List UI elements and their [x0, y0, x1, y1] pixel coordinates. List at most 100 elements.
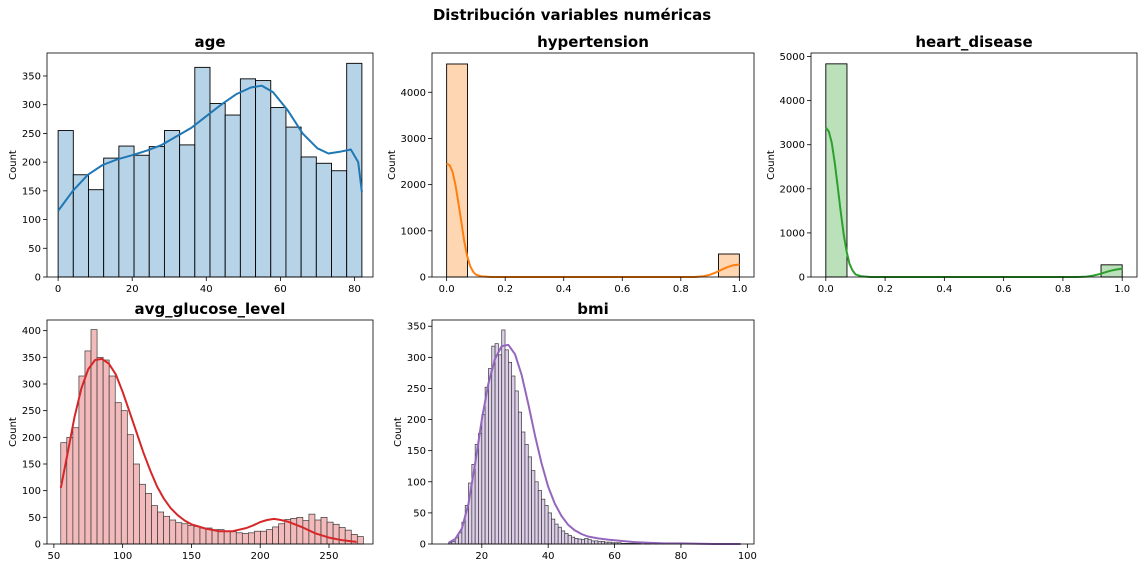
- histogram-bar: [296, 516, 304, 545]
- x-tick-label: 80: [675, 551, 688, 562]
- histogram-bar: [531, 470, 536, 545]
- y-tick-label: 0: [35, 273, 41, 284]
- y-tick-label: 250: [22, 129, 41, 140]
- histogram-bar: [223, 530, 231, 545]
- histogram-bar: [266, 529, 273, 545]
- y-tick-label: 300: [22, 380, 41, 391]
- axes-frame: [431, 52, 755, 278]
- histogram-bar: [571, 536, 576, 545]
- x-tick-label: 0.6: [996, 284, 1012, 295]
- histogram-bar: [587, 539, 592, 545]
- histogram-bar: [561, 530, 566, 545]
- histogram-bar: [527, 456, 532, 545]
- histogram-bar: [320, 516, 328, 545]
- histogram-bar: [302, 520, 310, 545]
- histogram-bar: [498, 354, 503, 545]
- y-tick-label: 0: [420, 273, 426, 284]
- y-tick-label: 50: [413, 508, 426, 519]
- histogram-bar: [338, 527, 346, 545]
- axes-frame: [810, 52, 1138, 278]
- y-axis-label: Count: [766, 150, 777, 180]
- axes-frame: [431, 319, 755, 545]
- y-tick-label: 3000: [780, 140, 805, 151]
- histogram-bar: [126, 434, 134, 545]
- y-tick-label: 100: [22, 486, 41, 497]
- y-tick-label: 1000: [401, 226, 426, 237]
- histogram-bar: [148, 146, 165, 278]
- histogram-bar: [541, 498, 546, 545]
- y-tick-label: 4000: [401, 88, 426, 99]
- histogram-bar: [557, 526, 562, 545]
- x-tick-label: 1.0: [731, 284, 747, 295]
- x-tick-label: 200: [251, 551, 270, 562]
- subplot-age: age 0 20 40 60 80 0 50 100 150 200 250 300 350 Count: [8, 33, 374, 295]
- y-tick-label: 100: [407, 477, 426, 488]
- y-tick-label: 250: [22, 406, 41, 417]
- histogram-bar: [84, 350, 92, 545]
- x-tick-label: 20: [475, 551, 488, 562]
- histogram-bar: [255, 80, 272, 278]
- x-tick-label: 150: [182, 551, 201, 562]
- y-tick-label: 2000: [401, 180, 426, 191]
- y-tick-label: 300: [407, 353, 426, 364]
- x-tick-label: 40: [200, 284, 213, 295]
- histogram-bar: [564, 533, 569, 545]
- x-tick-label: 0.4: [936, 284, 952, 295]
- histogram-bar: [108, 375, 116, 545]
- histogram-bar: [102, 359, 110, 545]
- histogram-bar: [504, 349, 509, 545]
- y-tick-label: 350: [407, 322, 426, 333]
- histogram-bar: [114, 402, 122, 545]
- histogram-bar: [133, 154, 150, 278]
- y-tick-label: 250: [407, 384, 426, 395]
- histogram-bar: [96, 356, 104, 545]
- axes-frame: [46, 52, 374, 278]
- histogram-bar: [478, 432, 483, 545]
- y-tick-label: 150: [22, 186, 41, 197]
- histogram-bar: [272, 526, 279, 545]
- y-axis-label: Count: [393, 417, 404, 447]
- y-tick-label: 200: [22, 433, 41, 444]
- x-tick-label: 250: [319, 551, 338, 562]
- x-tick-label: 80: [348, 284, 361, 295]
- histogram-bar: [508, 361, 513, 545]
- histogram-bar: [332, 523, 340, 545]
- y-axis-label: Count: [8, 417, 19, 447]
- x-tick-label: 20: [126, 284, 139, 295]
- figure-suptitle: Distribución variables numéricas: [433, 6, 711, 24]
- y-tick-label: 4000: [780, 96, 805, 107]
- subplot-bmi: bmi 20 40 60 80 100 0 50 100 150 200 250 300 350 Count: [393, 300, 757, 562]
- histogram-bar: [534, 481, 539, 545]
- histogram-bar: [331, 170, 348, 278]
- histogram-bar: [175, 522, 183, 545]
- y-tick-label: 200: [22, 158, 41, 169]
- subplot-title: heart_disease: [915, 33, 1032, 51]
- histogram-bar: [511, 375, 516, 545]
- histogram-bar: [537, 490, 542, 545]
- histogram-bar: [187, 524, 195, 545]
- histogram-bar: [133, 463, 140, 545]
- y-tick-label: 0: [35, 540, 41, 551]
- histogram-bar: [584, 538, 589, 545]
- y-tick-label: 150: [22, 460, 41, 471]
- histogram-bar: [260, 530, 267, 545]
- kde-line: [59, 357, 357, 543]
- histogram-bar: [567, 534, 572, 545]
- x-tick-label: 0.0: [818, 284, 834, 295]
- x-tick-label: 100: [738, 551, 757, 562]
- histogram-bar: [57, 130, 74, 278]
- histogram-bar: [235, 532, 243, 545]
- histogram-bar: [521, 431, 526, 545]
- x-tick-label: 0.8: [1055, 284, 1071, 295]
- histogram-bar: [315, 162, 332, 278]
- histogram-bar: [163, 130, 181, 278]
- histogram-bar: [72, 174, 89, 278]
- histogram-bar: [151, 505, 158, 545]
- histogram-bar: [308, 513, 316, 545]
- x-tick-label: 1.0: [1114, 284, 1130, 295]
- histogram-bar: [169, 519, 177, 545]
- y-tick-label: 400: [22, 326, 41, 337]
- x-tick-label: 0.0: [439, 284, 455, 295]
- y-tick-label: 3000: [401, 134, 426, 145]
